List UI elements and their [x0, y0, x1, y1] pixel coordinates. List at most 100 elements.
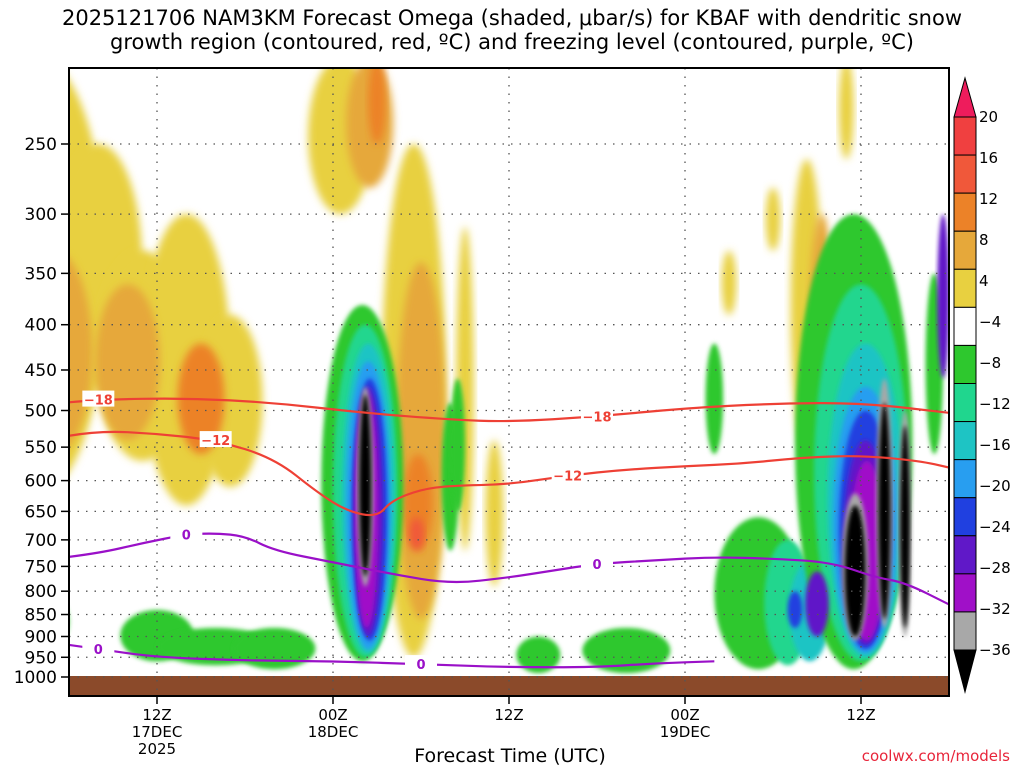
omega-region: [705, 343, 724, 455]
x-tick-label: 17DEC: [132, 723, 183, 741]
y-tick-label: 650: [25, 502, 57, 522]
contour-lines: −18 −18 −12 −12 0 0 0 0: [69, 390, 949, 673]
contour-label-bg: [170, 525, 203, 542]
omega-region: [0, 305, 25, 426]
y-tick-label: 350: [25, 264, 57, 284]
omega-region: [95, 284, 160, 441]
omega-region: [450, 378, 465, 512]
colorbar-label: 8: [979, 231, 989, 249]
y-tick-label: 850: [25, 606, 57, 626]
x-tick-label: 00Z: [318, 706, 347, 724]
contour-label: 0: [592, 558, 601, 573]
y-tick-label: 250: [25, 135, 57, 155]
colorbar-swatch: [953, 344, 977, 384]
colorbar-label: −32: [979, 600, 1011, 618]
colorbar-arrow-top: [953, 76, 977, 118]
colorbar-label: 4: [979, 272, 989, 290]
contour-label-bg: [199, 431, 232, 448]
contour-label-bg: [581, 554, 613, 571]
y-tick-label: 1000: [14, 668, 57, 688]
contour-label-bg: [551, 466, 584, 483]
colorbar-label: −4: [979, 313, 1001, 331]
omega-colorbar: 20 16 12 8 4 −4 −8 −12 −16 −20 −24 −28 −32 −36: [953, 76, 1011, 694]
colorbar-swatch: [953, 459, 977, 499]
contour-label-bg: [581, 407, 613, 424]
contour-label-bg: [82, 390, 115, 407]
y-tick-label: 950: [25, 648, 57, 668]
colorbar-swatch: [953, 535, 977, 575]
omega-region: [233, 627, 316, 670]
x-tick-label: 12Z: [142, 706, 171, 724]
chart-title: 2025121706 NAM3KM Forecast Omega (shaded…: [0, 6, 1024, 54]
y-axis: 2503003504004505005506006507007508008509…: [14, 135, 69, 688]
omega-region: [878, 402, 891, 620]
ground-terrain: [69, 676, 949, 696]
omega-region: [787, 591, 803, 628]
contour-line: [69, 643, 715, 669]
colorbar-swatch: [953, 573, 977, 613]
colorbar-label: −24: [979, 518, 1011, 536]
contour-label: −18: [84, 394, 113, 409]
y-tick-label: 700: [25, 531, 57, 551]
colorbar-swatch: [953, 230, 977, 270]
omega-region: [582, 627, 671, 674]
y-tick-label: 800: [25, 582, 57, 602]
colorbar-label: 12: [979, 190, 998, 208]
y-tick-label: 600: [25, 472, 57, 492]
contour-label: −12: [201, 434, 230, 449]
x-axis-title: Forecast Time (UTC): [414, 745, 606, 767]
contour-label-bg: [82, 640, 115, 657]
omega-region: [359, 394, 372, 577]
colorbar-label: −12: [979, 395, 1011, 413]
omega-region: [516, 636, 561, 674]
omega-region: [409, 517, 424, 551]
colorbar-swatch: [953, 154, 977, 194]
x-tick-label: 12Z: [494, 706, 523, 724]
colorbar-arrow-bottom: [953, 649, 977, 694]
omega-region: [721, 250, 737, 315]
title-line-1: 2025121706 NAM3KM Forecast Omega (shaded…: [61, 6, 963, 30]
y-tick-label: 750: [25, 557, 57, 577]
colorbar-label: −20: [979, 477, 1011, 495]
colorbar-swatch: [953, 268, 977, 308]
contour-label: −18: [583, 411, 612, 426]
x-tick-label: 19DEC: [660, 723, 711, 741]
contour-label: 0: [416, 658, 425, 673]
colorbar-swatch: [953, 421, 977, 461]
credit-link[interactable]: coolwx.com/models: [861, 747, 1010, 765]
omega-region: [368, 68, 386, 144]
y-tick-label: 550: [25, 438, 57, 458]
colorbar-swatch: [953, 497, 977, 537]
colorbar-swatch: [953, 306, 977, 346]
omega-region: [839, 68, 854, 160]
contour-line: [69, 430, 949, 517]
title-line-2: growth region (contoured, red, ºC) and f…: [110, 30, 914, 54]
y-tick-label: 900: [25, 627, 57, 647]
x-tick-label: 12Z: [846, 706, 875, 724]
colorbar-swatch: [953, 383, 977, 423]
colorbar-swatch: [953, 192, 977, 232]
colorbar-label: −28: [979, 559, 1011, 577]
y-tick-label: 450: [25, 361, 57, 381]
omega-region: [805, 571, 829, 637]
omega-region: [765, 187, 781, 251]
omega-region: [396, 262, 446, 620]
colorbar-label: 16: [979, 149, 998, 167]
y-tick-label: 400: [25, 316, 57, 336]
colorbar-label: −36: [979, 641, 1011, 659]
contour-label: −12: [553, 469, 582, 484]
contour-line: [69, 532, 949, 606]
contour-label: 0: [182, 528, 191, 543]
x-tick-label: 18DEC: [308, 723, 359, 741]
omega-region: [937, 214, 949, 379]
omega-region: [900, 425, 910, 628]
y-tick-label: 300: [25, 205, 57, 225]
colorbar-label: −8: [979, 354, 1001, 372]
x-tick-label: 2025: [138, 740, 176, 758]
colorbar-swatch: [953, 611, 977, 651]
y-tick-label: 500: [25, 402, 57, 422]
colorbar-label: 20: [979, 108, 998, 126]
colorbar-label: −16: [979, 436, 1011, 454]
colorbar-swatch: [953, 116, 977, 156]
